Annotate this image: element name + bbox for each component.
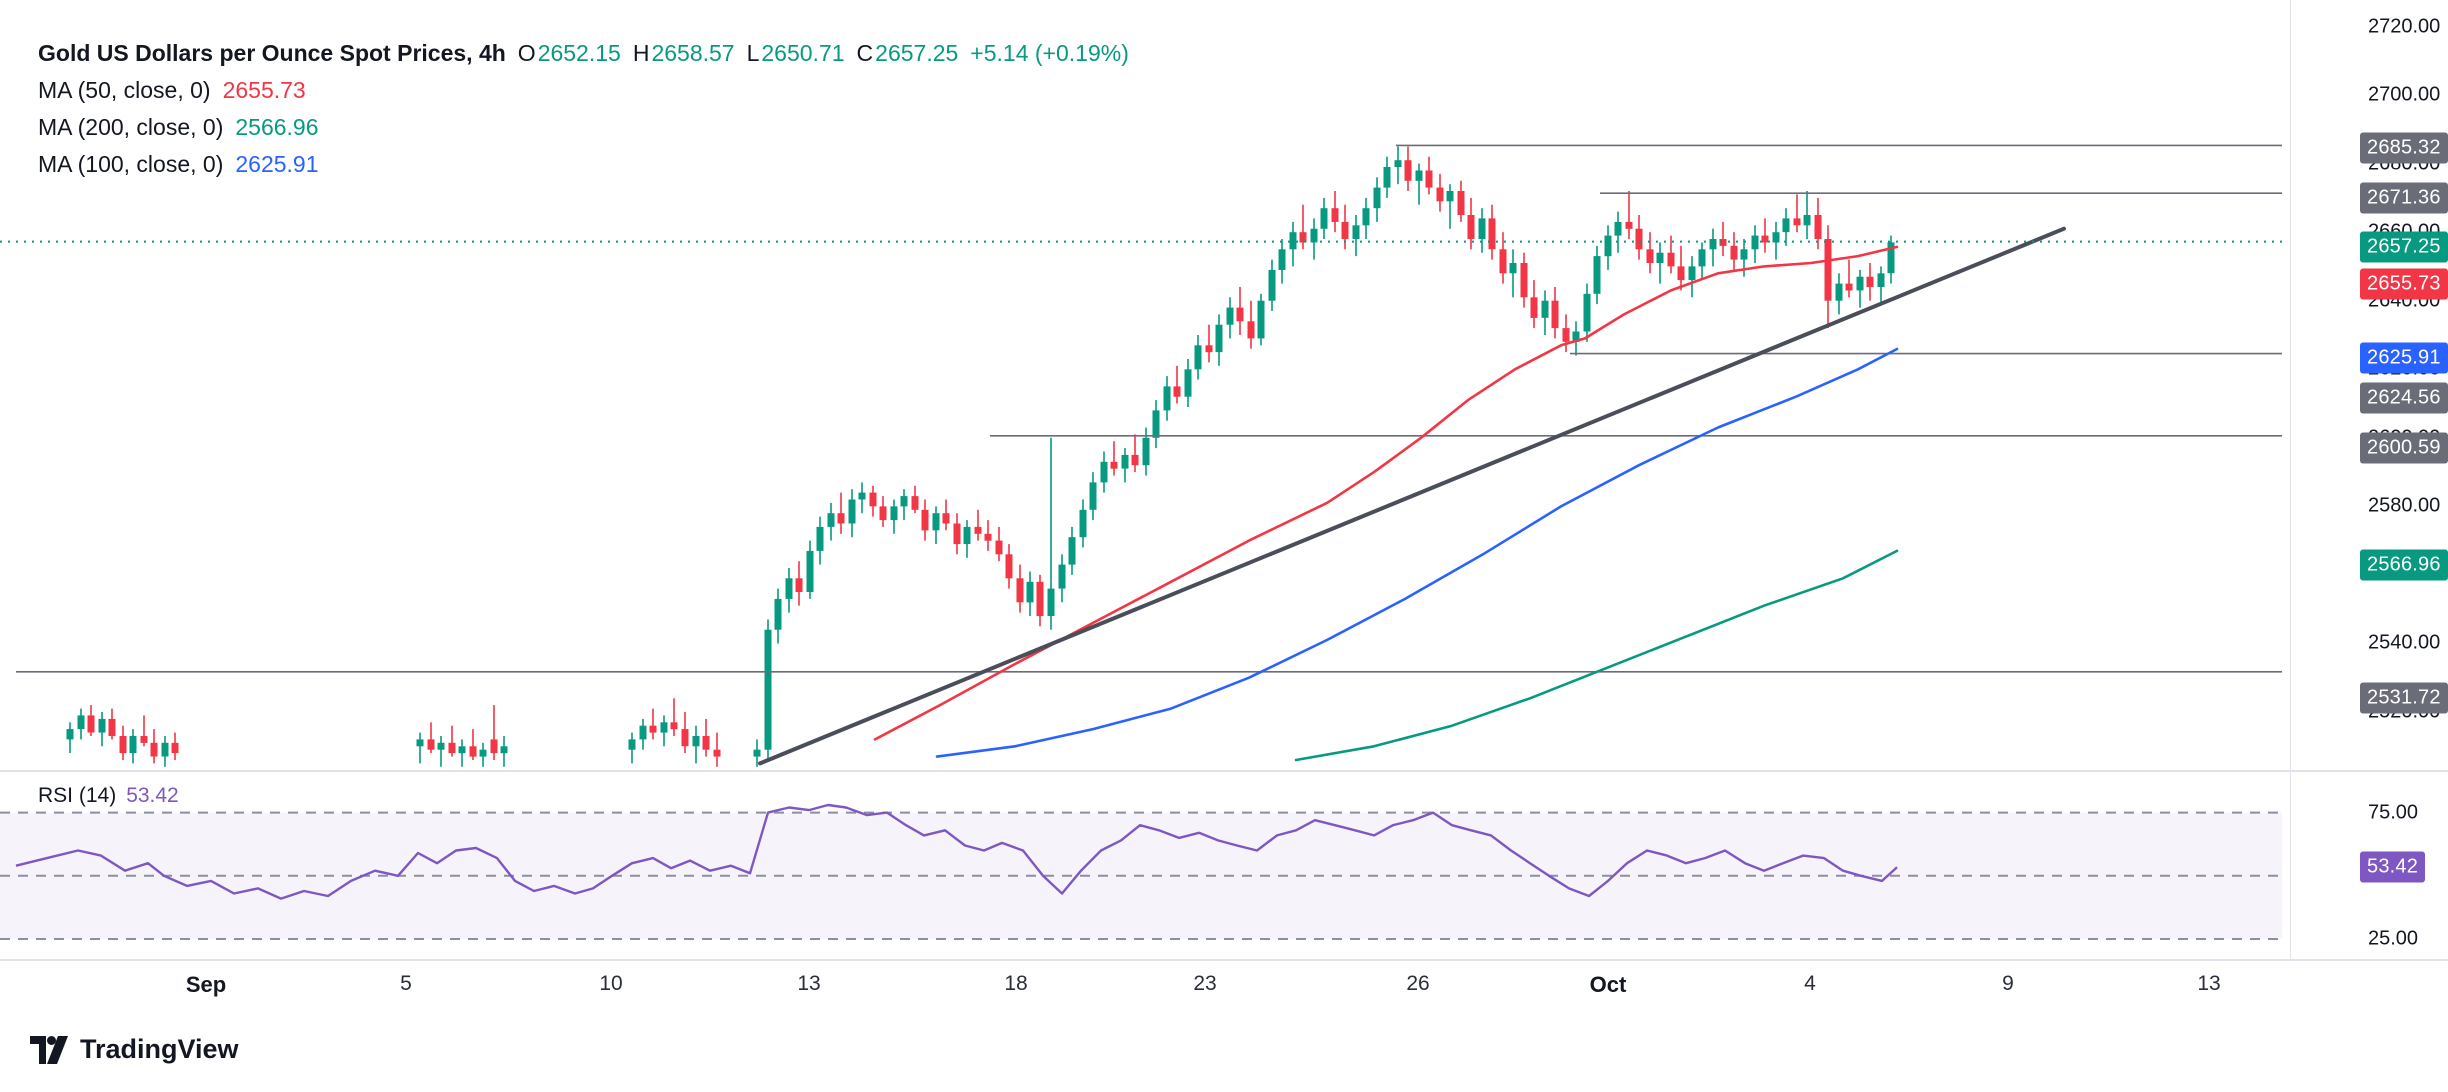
pane-separator[interactable] [0,770,2448,772]
price-axis-badge: 2625.91 [2360,342,2448,374]
ma200-legend-row[interactable]: MA (200, close, 0) 2566.96 [38,114,1129,141]
tradingview-logo-text: TradingView [80,1034,239,1064]
tradingview-logo[interactable]: TradingView [30,1034,239,1065]
tradingview-logo-icon [30,1035,70,1064]
time-axis-label: 23 [1193,972,1217,995]
price-tick-label: 2720.00 [2368,15,2441,37]
time-axis[interactable]: Sep 5 10 13 18 23 26 Oct 4 9 13 [0,961,2448,1009]
price-tick-label: 2580.00 [2368,494,2441,517]
time-axis-label: 9 [2002,972,2014,995]
price-axis-separator [2290,0,2291,959]
price-axis-badge: 2624.56 [2360,382,2448,414]
rsi-value: 53.42 [126,784,179,807]
time-axis-label: 5 [400,972,412,995]
trendline[interactable] [758,226,2066,766]
rsi-pane[interactable] [0,803,2282,940]
time-axis-label: 18 [1004,972,1028,995]
price-axis-badge: 2566.96 [2360,549,2448,581]
ma100-label: MA (100, close, 0) [38,151,224,177]
time-axis-label: 4 [1804,972,1816,995]
ma200-value: 2566.96 [235,114,319,140]
price-axis-badge: 2671.36 [2360,182,2448,214]
price-axis-badge: 2531.72 [2360,682,2448,714]
rsi-legend-row[interactable]: RSI (14) 53.42 [38,784,179,808]
ma50-legend-row[interactable]: MA (50, close, 0) 2655.73 [38,77,1129,104]
ohlc-change: +5.14 (+0.19%) [970,40,1129,66]
ohlc-high: H 2658.57 [632,40,735,66]
ma200-label: MA (200, close, 0) [38,114,224,140]
ohlc-close: C 2657.25 [856,40,959,66]
rsi-label: RSI (14) [38,784,117,807]
ma100-value: 2625.91 [235,151,319,177]
rsi-upper-tick-label: 75.00 [2368,801,2419,824]
price-axis-badge: 2657.25 [2360,231,2448,263]
time-axis-label: 26 [1406,972,1430,995]
time-axis-separator [0,959,2448,961]
time-axis-label: 10 [599,972,623,995]
ma50-line[interactable] [873,245,1899,741]
price-tick-label: 2700.00 [2368,83,2441,106]
price-axis[interactable]: 2720.002700.002680.002660.002640.002620.… [2290,0,2448,959]
rsi-lower-tick-label: 25.00 [2368,927,2419,950]
price-tick-label: 2540.00 [2368,631,2441,654]
symbol-legend-row: Gold US Dollars per Ounce Spot Prices, 4… [38,40,1129,67]
ohlc-low: L 2650.71 [746,40,845,66]
ma100-legend-row[interactable]: MA (100, close, 0) 2625.91 [38,151,1129,178]
time-axis-label: Sep [185,972,227,997]
price-axis-badge: 2655.73 [2360,268,2448,300]
price-axis-badge: 2685.32 [2360,132,2448,164]
rsi-line[interactable] [15,803,1898,900]
time-axis-label: 13 [2197,972,2221,995]
legend: Gold US Dollars per Ounce Spot Prices, 4… [38,40,1129,178]
ma50-label: MA (50, close, 0) [38,77,211,103]
ohlc-open: O 2652.15 [517,40,621,66]
symbol-title[interactable]: Gold US Dollars per Ounce Spot Prices, 4… [38,40,506,66]
ma50-value: 2655.73 [222,77,306,103]
candles-layer[interactable] [66,146,1895,767]
time-axis-label: Oct [1589,972,1627,997]
rsi-value-badge: 53.42 [2360,851,2426,883]
time-axis-label: 13 [797,972,821,995]
price-pane[interactable] [0,144,2282,767]
ma100-line[interactable] [935,347,1899,758]
price-axis-badge: 2600.59 [2360,432,2448,464]
ma200-line[interactable] [1294,549,1899,762]
